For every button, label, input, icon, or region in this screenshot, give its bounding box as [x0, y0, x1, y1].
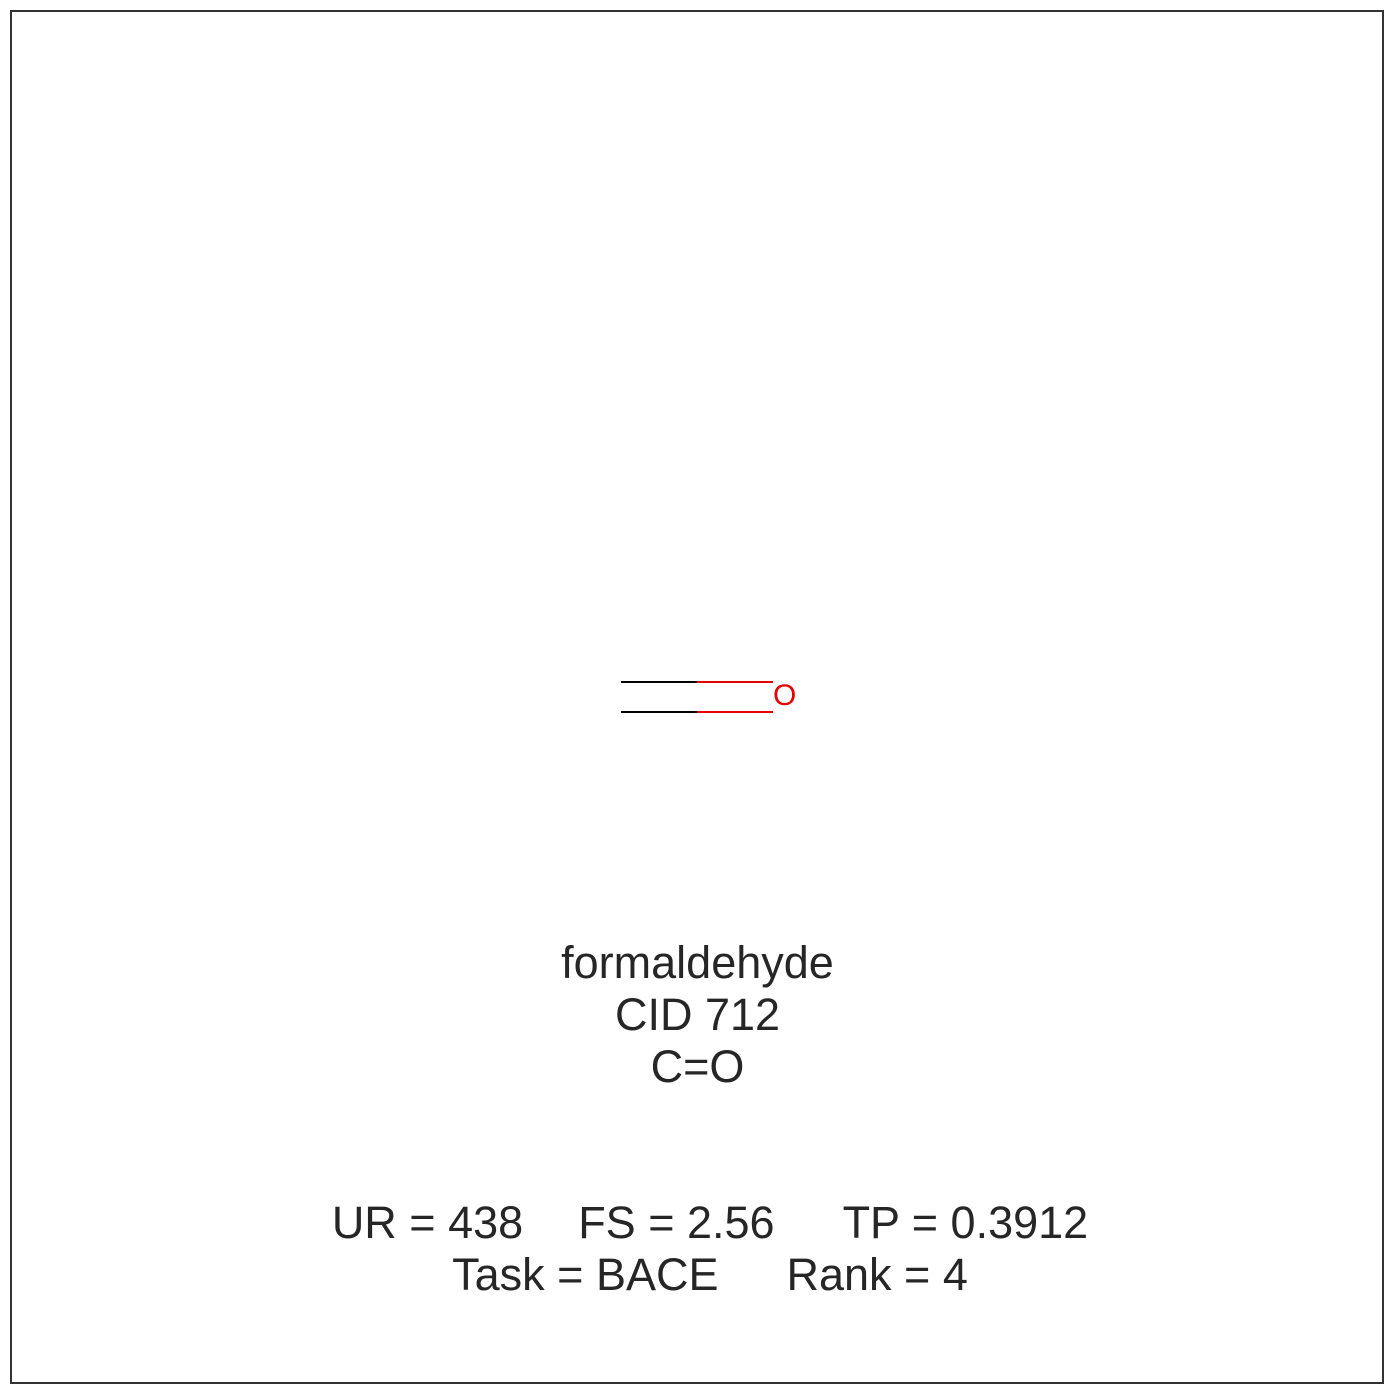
molecule-structure: O [621, 679, 796, 713]
stat-task: Task = BACE [452, 1249, 719, 1300]
plot-frame [10, 10, 1384, 1384]
stat-rank: Rank = 4 [786, 1249, 968, 1300]
stat-ur: UR = 438 [331, 1197, 524, 1248]
molecule-smiles: C=O [650, 1041, 745, 1092]
stat-fs: FS = 2.56 [578, 1197, 775, 1248]
molecule-name: formaldehyde [561, 937, 834, 988]
atom-label-oxygen: O [773, 679, 796, 712]
stats-row-scores: UR = 438 FS = 2.56 TP = 0.3912 [0, 1145, 1395, 1249]
stats-row-task: Task = BACE Rank = 4 [0, 1197, 1395, 1301]
stat-tp: TP = 0.3912 [842, 1197, 1089, 1248]
molecule-cid: CID 712 [614, 989, 781, 1040]
